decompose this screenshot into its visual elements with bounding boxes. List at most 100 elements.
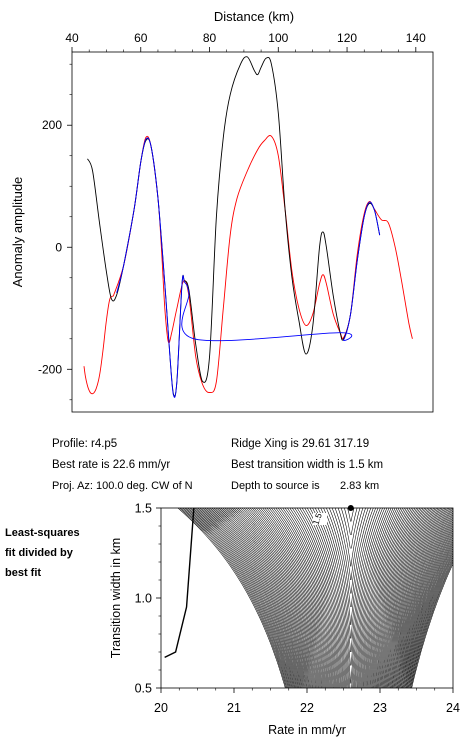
- profile-plot: 40 60 80 100 120 140 200 0 -200 Distance (km) An…: [10, 9, 434, 413]
- side-caption-line-3: best fit: [5, 567, 41, 579]
- contour-line: [208, 508, 453, 688]
- contour-line: [317, 508, 381, 666]
- series-line: [83, 295, 114, 395]
- contour-line: [243, 508, 437, 688]
- contour-line: [245, 508, 436, 688]
- contour-line: [211, 508, 453, 688]
- contour-line: [258, 508, 427, 688]
- y-tick-label: -200: [38, 362, 62, 376]
- contour-line: [320, 508, 379, 653]
- contour-line: [222, 508, 452, 688]
- ridge-xing-label: Ridge Xing is 29.61 317.19: [231, 438, 369, 450]
- contour-line: [237, 508, 442, 688]
- contour-line: [328, 508, 372, 608]
- contour-line: [314, 508, 383, 684]
- rate-tick-label: 23: [373, 701, 387, 715]
- width-axis-title: Transition width in km: [109, 538, 123, 658]
- contour-line: [201, 508, 453, 688]
- x-tick-label: 120: [337, 31, 357, 45]
- contour-line: [247, 508, 434, 688]
- contour-line: [232, 508, 446, 688]
- profile-plot-ticks: 40 60 80 100 120 140 200 0 -200: [38, 31, 426, 401]
- contour-line: [262, 508, 424, 688]
- contour-line: [217, 508, 453, 688]
- depth-label: Depth to source is: [231, 480, 320, 492]
- contour-line: [296, 508, 398, 688]
- contour-line: [326, 508, 374, 626]
- contour-line: [301, 508, 394, 688]
- series-line: [116, 137, 381, 398]
- best-rate-label: Best rate is 22.6 mm/yr: [52, 459, 170, 471]
- x-tick-label: 80: [203, 31, 217, 45]
- contour-line: [192, 508, 453, 688]
- contour-line: [239, 508, 440, 688]
- proj-az-label: Proj. Az: 100.0 deg. CW of N: [52, 480, 193, 492]
- contour-line: [287, 508, 405, 688]
- contour-line: [289, 508, 403, 688]
- series-line: [112, 135, 413, 393]
- contour-line: [260, 508, 425, 688]
- contour-lines: [164, 508, 453, 688]
- contour-line: [181, 508, 453, 688]
- profile-plot-series: [83, 56, 413, 398]
- depth-value: 2.83 km: [340, 480, 379, 492]
- contour-line: [347, 508, 355, 522]
- width-tick-label: 1.0: [135, 592, 152, 606]
- contour-line: [189, 508, 453, 688]
- contour-line: [230, 508, 447, 688]
- x-axis-title: Distance (km): [214, 9, 294, 24]
- contour-line: [215, 508, 453, 688]
- contour-line: [241, 508, 439, 688]
- contour-line: [199, 508, 453, 688]
- contour-line: [304, 508, 392, 688]
- contour-line: [344, 508, 358, 536]
- contour-line: [233, 508, 444, 688]
- contour-line: [182, 508, 453, 688]
- contour-line: [228, 508, 448, 688]
- contour-line: [251, 508, 432, 688]
- contour-line: [196, 508, 453, 688]
- contour-line: [235, 508, 443, 688]
- contour-line: [277, 508, 412, 688]
- side-caption: Least-squares fit divided by best fit: [5, 527, 80, 579]
- contour-line: [266, 508, 421, 688]
- contour-line: [299, 508, 396, 688]
- rate-tick-label: 21: [227, 701, 241, 715]
- contour-line: [194, 508, 453, 688]
- contour-line: [206, 508, 453, 688]
- profile-label: Profile: r4.p5: [52, 438, 117, 450]
- contour-line: [271, 508, 417, 688]
- profile-plot-frame: [71, 51, 434, 413]
- contour-line: [226, 508, 450, 688]
- contour-line: [275, 508, 414, 688]
- contour-line: [312, 508, 386, 688]
- y-tick-label: 0: [55, 240, 62, 254]
- rate-axis-title: Rate in mm/yr: [268, 723, 346, 737]
- rate-tick-label: 22: [300, 701, 314, 715]
- contour-line: [255, 508, 428, 688]
- contour-line: [323, 508, 376, 639]
- x-tick-label: 100: [268, 31, 288, 45]
- contour-line: [306, 508, 390, 688]
- contour-line: [220, 508, 453, 688]
- rate-tick-label: 20: [154, 701, 168, 715]
- x-tick-label: 40: [65, 31, 79, 45]
- contour-line: [309, 508, 388, 688]
- x-tick-label: 140: [406, 31, 426, 45]
- contour-plot-ticks: 20 21 22 23 24 1.5 1.0 0.5: [135, 502, 460, 716]
- contour-line: [184, 508, 453, 688]
- contour-line-bold: [164, 508, 195, 659]
- y-axis-title: Anomaly amplitude: [10, 177, 25, 288]
- contour-line: [190, 508, 453, 688]
- contour-line: [340, 508, 361, 549]
- width-tick-label: 1.5: [135, 502, 152, 516]
- contour-line: [291, 508, 402, 688]
- y-tick-label: 200: [42, 118, 62, 132]
- contour-field: [164, 508, 453, 688]
- contour-line: [337, 508, 364, 567]
- contour-label-bg: [313, 513, 327, 525]
- contour-line: [177, 508, 453, 688]
- contour-line: [264, 508, 422, 688]
- best-width-label: Best transition width is 1.5 km: [231, 459, 383, 471]
